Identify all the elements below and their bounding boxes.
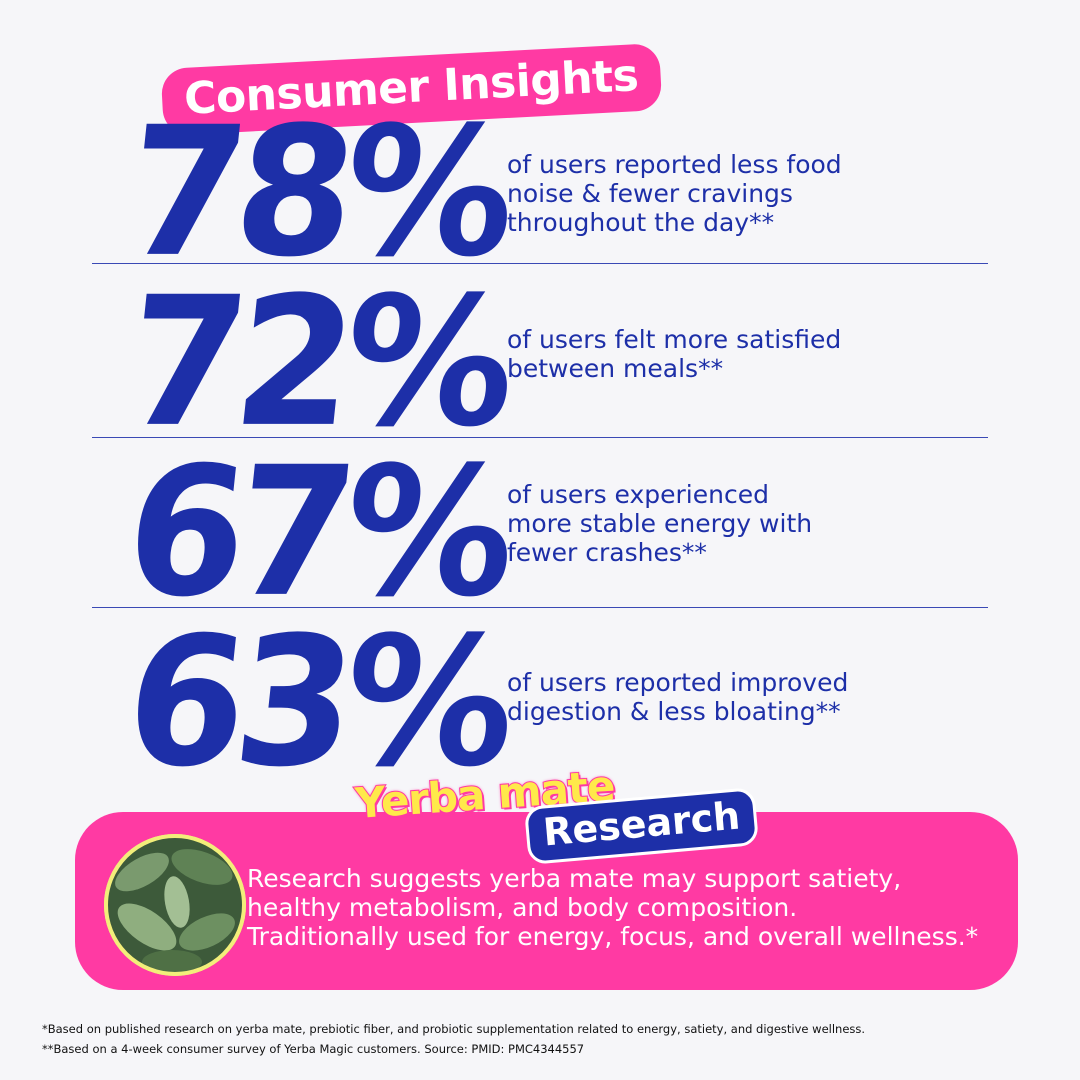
stat-value: 78% bbox=[117, 89, 516, 297]
text-line: of users reported less food bbox=[507, 150, 842, 179]
text-line: noise & fewer cravings bbox=[507, 179, 793, 208]
text-line: Research suggests yerba mate may support… bbox=[247, 864, 902, 893]
text-line: of users felt more satisfied bbox=[507, 325, 842, 354]
text-line: throughout the day** bbox=[507, 208, 775, 237]
text-line: more stable energy with bbox=[507, 509, 813, 538]
stat-value: 67% bbox=[117, 429, 516, 637]
text-line: healthy metabolism, and body composition… bbox=[247, 893, 798, 922]
stat-description: of users experienced more stable energy w… bbox=[507, 480, 812, 567]
text-line: between meals** bbox=[507, 354, 724, 383]
research-text: Research suggests yerba mate may support… bbox=[247, 864, 978, 951]
stat-description: of users felt more satisfied between meal… bbox=[507, 325, 841, 383]
text-line: of users reported improved bbox=[507, 668, 849, 697]
stat-description: of users reported less food noise & fewer… bbox=[507, 150, 842, 237]
divider bbox=[92, 263, 988, 264]
text-line: digestion & less bloating** bbox=[507, 697, 841, 726]
stat-value: 63% bbox=[117, 599, 516, 807]
stat-description: of users reported improved digestion & le… bbox=[507, 668, 848, 726]
footnote: **Based on a 4-week consumer survey of Y… bbox=[42, 1042, 585, 1056]
footnote: *Based on published research on yerba ma… bbox=[42, 1022, 866, 1036]
divider bbox=[92, 437, 988, 438]
divider bbox=[92, 607, 988, 608]
stat-value: 72% bbox=[117, 259, 516, 467]
leaf-photo bbox=[104, 834, 246, 976]
research-box: Research suggests yerba mate may support… bbox=[75, 812, 1018, 990]
text-line: of users experienced bbox=[507, 480, 769, 509]
text-line: fewer crashes** bbox=[507, 538, 707, 567]
text-line: Traditionally used for energy, focus, an… bbox=[247, 922, 979, 951]
